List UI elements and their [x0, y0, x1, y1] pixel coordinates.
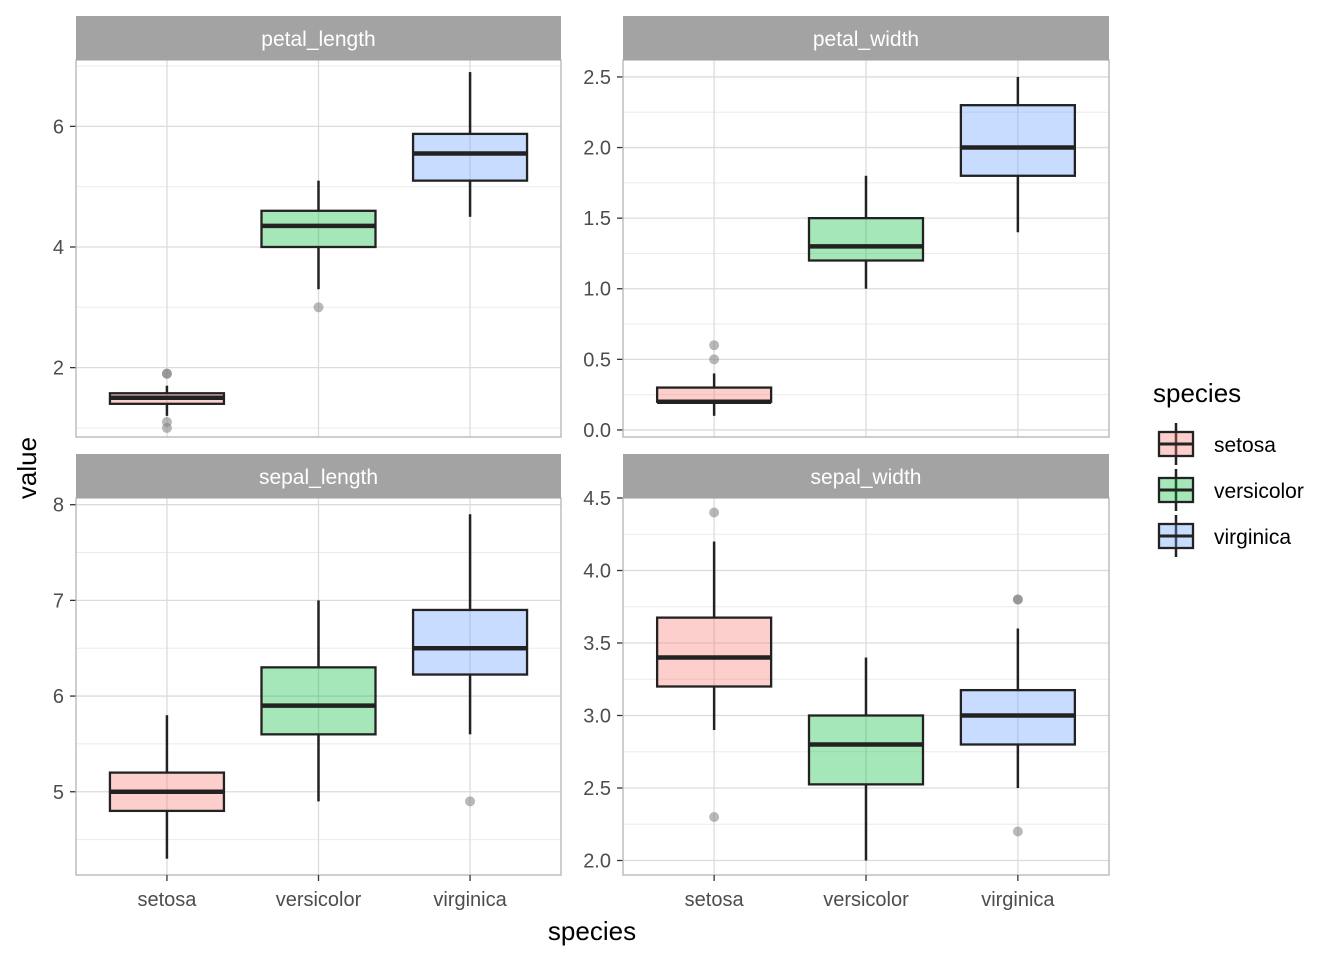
y-tick-label: 2 — [53, 358, 64, 380]
y-tick-label: 1.0 — [583, 279, 611, 301]
iqr-box — [260, 209, 377, 249]
legend-label: setosa — [1214, 434, 1276, 457]
legend-label: versicolor — [1214, 480, 1304, 503]
box-setosa — [108, 368, 226, 433]
box-versicolor — [807, 657, 925, 861]
outlier-point — [709, 340, 720, 351]
iqr-box — [260, 666, 377, 736]
outlier-point — [161, 368, 172, 379]
box-versicolor — [260, 600, 377, 802]
facet-strip — [623, 16, 1109, 60]
outlier-point — [1012, 826, 1023, 837]
y-tick-label: 4 — [53, 237, 64, 259]
legend: species setosa versicolor virginica — [1153, 378, 1304, 557]
iqr-box — [807, 714, 925, 786]
facet-strip-label: petal_length — [261, 28, 375, 51]
outlier-point — [709, 507, 720, 518]
outlier-point — [709, 354, 720, 365]
outlier-point — [161, 416, 172, 427]
y-tick-label: 0.5 — [583, 349, 611, 371]
x-tick-label: virginica — [433, 889, 507, 911]
y-tick-label: 5 — [53, 782, 64, 804]
legend-label: virginica — [1214, 526, 1291, 549]
y-tick-label: 2.5 — [583, 67, 611, 89]
outlier-point — [465, 796, 476, 807]
facet-strip — [623, 454, 1109, 498]
iqr-box — [655, 616, 773, 688]
facet-panels: 2 4 6 petal_length 0.0 0.5 1.0 1.5 2.0 2.5 petal_w… — [53, 16, 1110, 911]
box-setosa — [108, 715, 226, 859]
iqr-box — [411, 608, 529, 676]
y-tick-label: 2.0 — [583, 138, 611, 160]
facet-strip — [76, 454, 561, 498]
box-versicolor — [807, 175, 925, 289]
y-tick-label: 3.0 — [583, 706, 611, 728]
box-setosa — [655, 507, 773, 822]
x-tick-label: versicolor — [823, 889, 909, 911]
x-tick-label: setosa — [137, 889, 197, 911]
outlier-point — [313, 302, 324, 313]
box-virginica — [959, 594, 1077, 837]
facet-strip — [76, 16, 561, 60]
iqr-box — [411, 132, 529, 182]
outlier-point — [1012, 594, 1023, 605]
legend-item-setosa: setosa — [1157, 423, 1276, 465]
iqr-box — [807, 216, 925, 262]
outlier-point — [709, 812, 720, 822]
y-tick-label: 2.5 — [583, 778, 611, 800]
y-tick-label: 3.5 — [583, 633, 611, 655]
y-tick-label: 1.5 — [583, 208, 611, 230]
iqr-box — [959, 104, 1077, 177]
panel-petal_width: 0.0 0.5 1.0 1.5 2.0 2.5 petal_width — [583, 16, 1110, 442]
facet-strip-label: sepal_length — [259, 466, 378, 489]
facet-strip-label: sepal_width — [811, 466, 922, 489]
facet-strip-label: petal_width — [813, 28, 919, 51]
legend-item-versicolor: versicolor — [1157, 469, 1304, 511]
y-tick-label: 8 — [53, 495, 64, 517]
box-virginica — [959, 76, 1077, 233]
y-tick-label: 2.0 — [583, 851, 611, 873]
x-tick-label: setosa — [685, 889, 745, 911]
box-setosa — [655, 340, 773, 416]
y-tick-label: 6 — [53, 116, 64, 138]
x-axis-title: species — [548, 916, 636, 946]
x-tick-label: versicolor — [276, 889, 362, 911]
box-virginica — [411, 72, 529, 217]
y-tick-label: 0.0 — [583, 420, 611, 442]
y-axis-title: value — [12, 437, 42, 499]
y-tick-label: 4.5 — [583, 488, 611, 510]
legend-item-virginica: virginica — [1157, 515, 1291, 557]
y-tick-label: 4.0 — [583, 561, 611, 583]
box-virginica — [411, 514, 529, 807]
x-tick-label: virginica — [981, 889, 1055, 911]
box-versicolor — [260, 180, 377, 313]
legend-title: species — [1153, 378, 1241, 408]
panel-petal_length: 2 4 6 petal_length — [53, 16, 562, 438]
y-tick-label: 6 — [53, 686, 64, 708]
y-tick-label: 7 — [53, 590, 64, 612]
